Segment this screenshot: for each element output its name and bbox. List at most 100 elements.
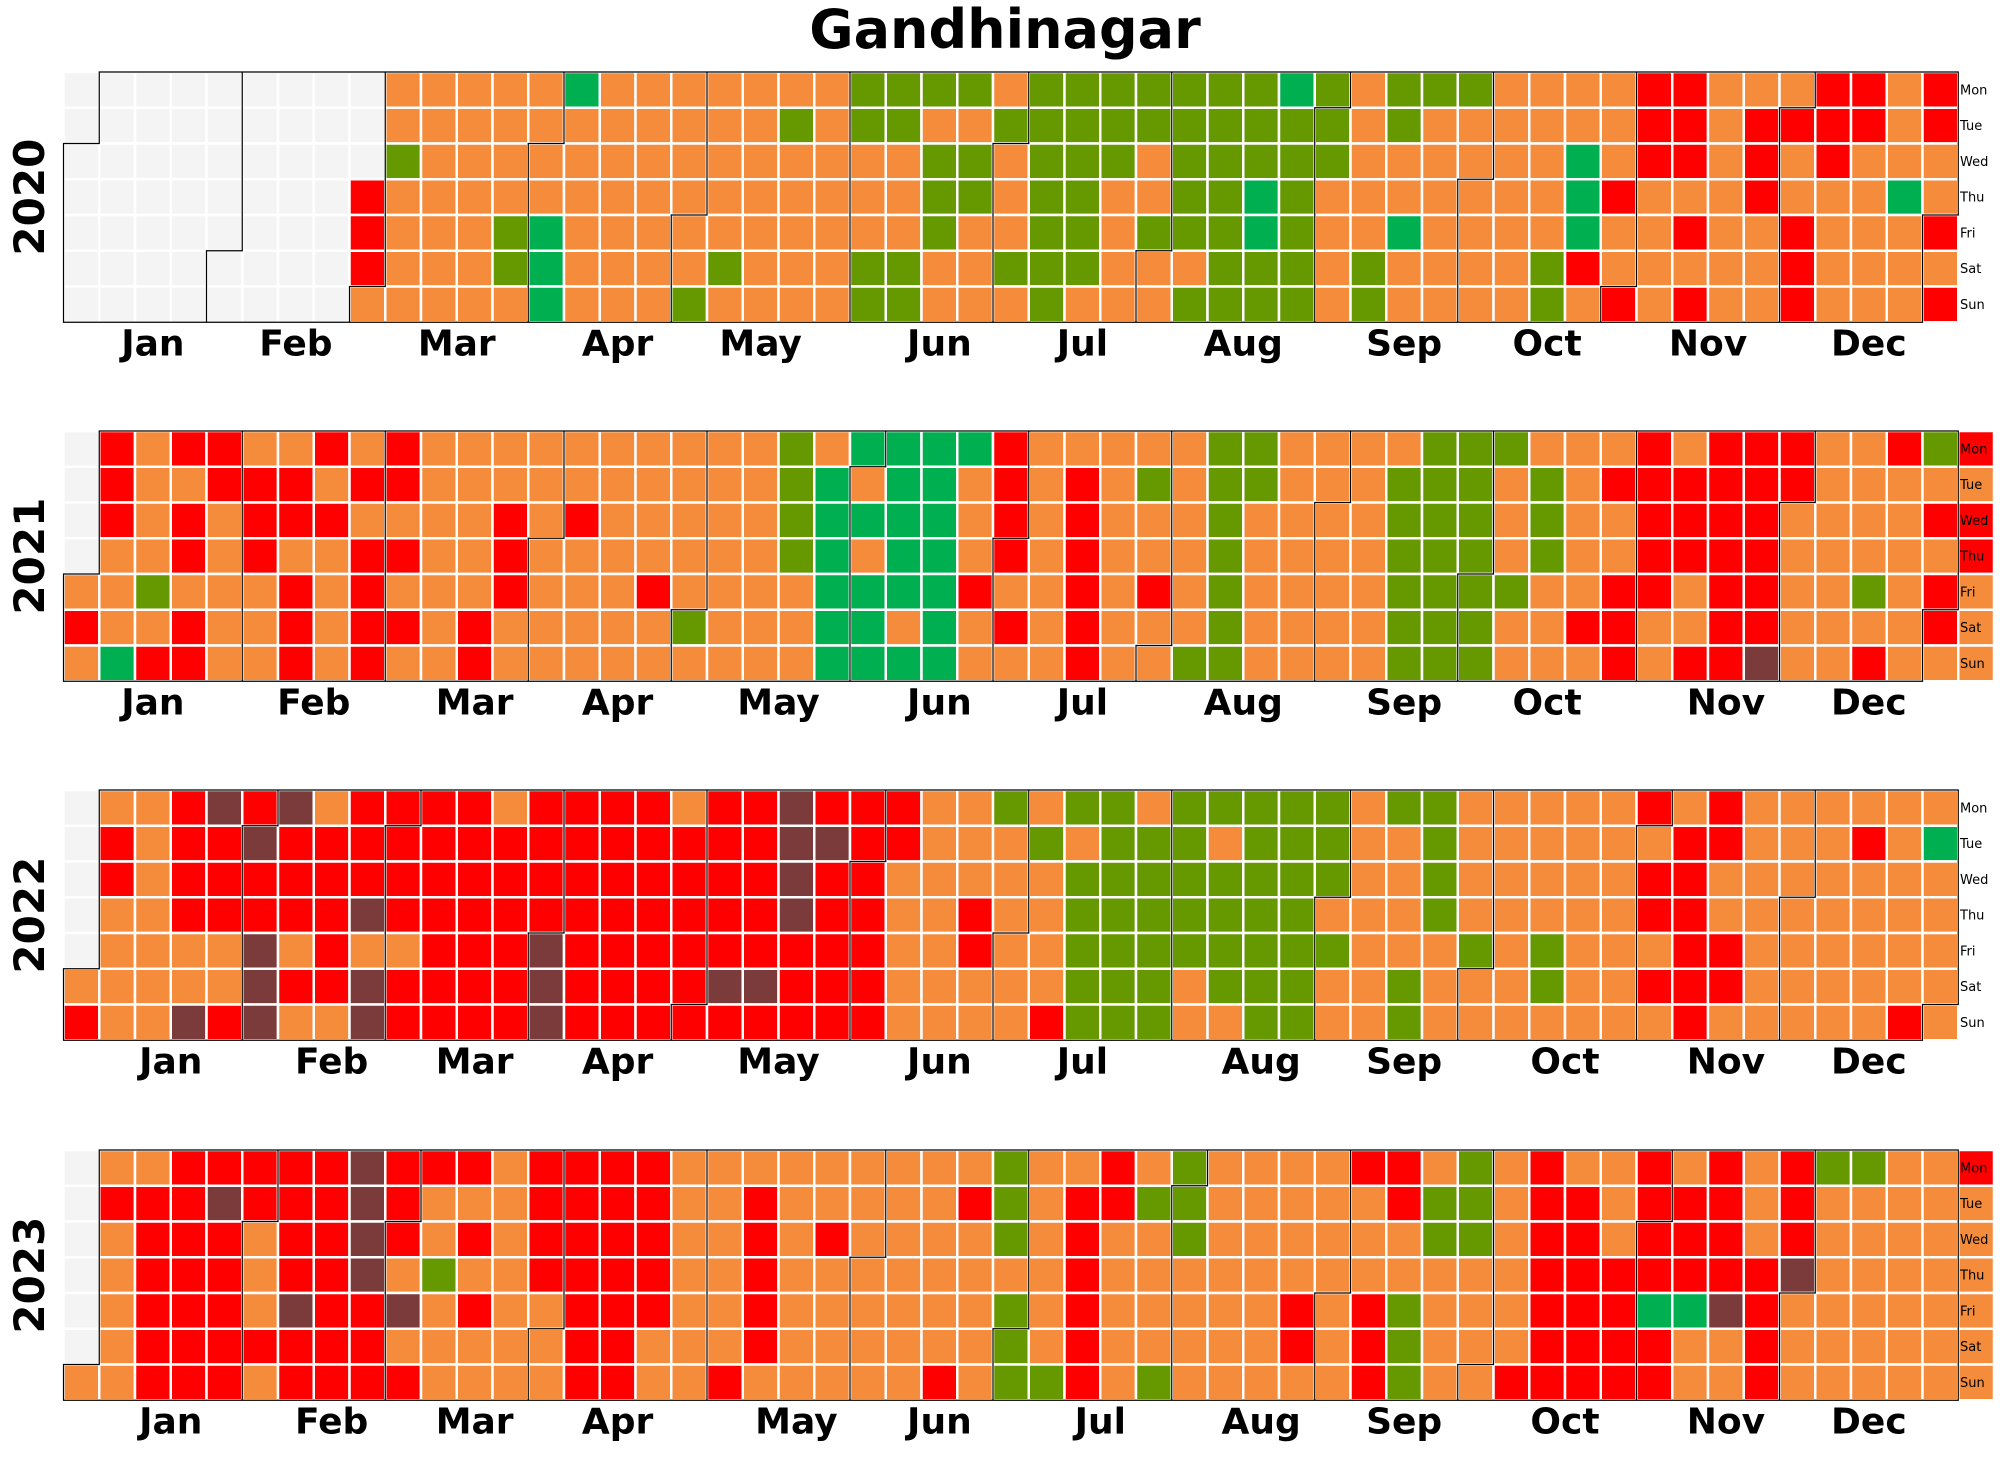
month-label: May [737,682,819,723]
month-boundary [1135,72,1173,323]
day-cell [348,1291,387,1330]
day-cell [491,1291,530,1330]
day-cell [1921,106,1960,145]
day-cell [312,70,351,109]
day-cell [1599,931,1638,970]
day-cell [920,896,959,935]
day-cell [634,788,673,827]
day-cell [848,608,887,647]
day-cell [1170,1184,1209,1223]
day-cell [62,537,101,576]
month-label: Jul [1054,682,1108,723]
day-cell [1814,249,1853,288]
weekday-label: Sun [1960,1376,1985,1391]
day-cell [1849,285,1888,324]
day-cell [1563,1003,1602,1042]
day-cell [1635,1184,1674,1223]
day-cell [1599,213,1638,252]
day-cell [598,1363,637,1402]
day-cell [1599,249,1638,288]
day-cell [241,213,280,252]
day-cell [1742,501,1781,540]
day-cell [1456,644,1495,683]
day-cell [276,860,315,899]
day-cell [1599,896,1638,935]
day-cell [98,1003,137,1042]
day-cell [98,608,137,647]
day-cell [1814,572,1853,611]
day-cell [562,608,601,647]
day-cell [312,1184,351,1223]
month-borders [62,430,1959,682]
day-cell [1313,1148,1352,1187]
day-cell [348,1327,387,1366]
day-cell [1134,429,1173,468]
day-cell [98,1148,137,1187]
day-cell [1313,967,1352,1006]
day-cell [1420,824,1459,863]
day-cell [1349,537,1388,576]
day-cell [1706,429,1745,468]
day-cell [777,537,816,576]
day-cell [741,1256,780,1295]
month-label: Apr [582,1401,654,1442]
day-cell [634,249,673,288]
day-cell [1385,788,1424,827]
day-cell [1563,896,1602,935]
month-boundary [1635,1150,1673,1401]
day-cell [241,1256,280,1295]
day-cell [491,213,530,252]
day-cell [1671,1291,1710,1330]
day-cell [1528,1256,1567,1295]
day-cell [1528,70,1567,109]
day-cell [1492,931,1531,970]
day-cell [1706,178,1745,217]
weekday-label: Sun [1960,657,1985,672]
day-cell [384,213,423,252]
day-cell [1635,501,1674,540]
day-cell [1492,1148,1531,1187]
day-cell [384,429,423,468]
day-cell [312,1148,351,1187]
day-cell [991,142,1030,181]
day-cell [670,70,709,109]
day-cell [133,1148,172,1187]
day-cell [62,860,101,899]
day-cell [1420,572,1459,611]
day-cell [1706,608,1745,647]
day-cell [491,644,530,683]
day-cell [920,1184,959,1223]
day-cell [884,1363,923,1402]
day-cell [777,1148,816,1187]
day-cell [1349,142,1388,181]
day-cell [1671,249,1710,288]
day-cell [133,213,172,252]
day-cell [276,1184,315,1223]
day-cell [1599,1291,1638,1330]
day-cell [670,1363,709,1402]
day-cell [1742,896,1781,935]
day-cell [241,931,280,970]
day-cell [1349,285,1388,324]
day-cell [1492,1220,1531,1259]
day-cell [598,824,637,863]
day-cell [920,860,959,899]
day-cell [1778,1327,1817,1366]
day-cell [562,249,601,288]
weekday-label: Sat [1960,621,1981,636]
day-cell [848,1003,887,1042]
day-cell [1885,285,1924,324]
day-cell [241,860,280,899]
day-cell [598,1327,637,1366]
day-cell [777,70,816,109]
day-cell [884,1291,923,1330]
day-cell [920,788,959,827]
day-cell [1742,285,1781,324]
day-cell [1563,465,1602,504]
day-cell [348,213,387,252]
day-cell [205,931,244,970]
day-cell [419,1220,458,1259]
day-cell [1242,896,1281,935]
day-cell [491,931,530,970]
day-cell [741,967,780,1006]
